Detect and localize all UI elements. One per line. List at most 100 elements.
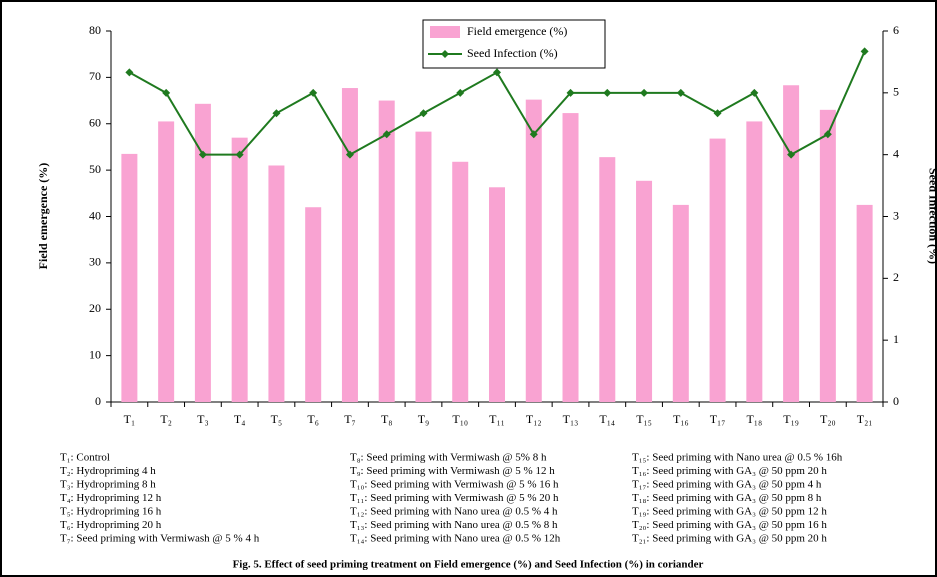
- caption: Fig. 5. Effect of seed priming treatment…: [233, 559, 704, 571]
- marker: [345, 150, 354, 159]
- x-tick-label: T₁: [124, 412, 136, 426]
- y2-tick-label: 5: [893, 85, 899, 99]
- bar: [746, 121, 763, 403]
- x-tick-label: T₁₄: [599, 412, 615, 426]
- note: T₄: Hydropriming 12 h: [60, 492, 162, 504]
- y2-tick-label: 6: [893, 23, 899, 37]
- marker: [640, 88, 649, 97]
- marker: [493, 68, 501, 77]
- note: T₁₃: Seed priming with Nano urea @ 0.5 %…: [350, 519, 558, 531]
- note: T₇: Seed priming with Vermiwash @ 5 % 4 …: [60, 533, 260, 545]
- x-tick-label: T₁₃: [563, 412, 579, 426]
- note: T₃: Hydropriming 8 h: [60, 479, 156, 491]
- note: T₂: Hydropriming 4 h: [60, 465, 156, 477]
- x-tick-label: T₁₅: [636, 412, 652, 426]
- y-tick-label: 70: [89, 69, 101, 83]
- x-tick-label: T₁₆: [673, 412, 689, 426]
- y-tick-label: 50: [89, 162, 101, 176]
- marker: [419, 109, 428, 118]
- bar: [121, 153, 138, 402]
- marker: [529, 130, 538, 139]
- marker: [787, 150, 796, 159]
- marker: [382, 130, 391, 139]
- marker: [125, 68, 134, 77]
- x-tick-label: T₆: [307, 412, 319, 426]
- x-tick-label: T₁₀: [452, 412, 468, 426]
- marker: [860, 47, 869, 56]
- bar: [305, 207, 322, 402]
- note: T₁₄: Seed priming with Nano urea @ 0.5 %…: [350, 533, 561, 545]
- note: T₆: Hydropriming 20 h: [60, 519, 162, 531]
- bar: [783, 85, 800, 402]
- bar: [599, 157, 616, 402]
- x-tick-label: T₁₈: [746, 412, 762, 426]
- marker: [823, 130, 832, 139]
- x-tick-label: T₂₁: [857, 412, 873, 426]
- x-tick-label: T₇: [344, 412, 356, 426]
- x-tick-label: T₉: [418, 412, 430, 426]
- y-axis-label: Field emergence (%): [36, 163, 50, 270]
- bar: [231, 137, 248, 402]
- x-tick-label: T₁₂: [526, 412, 542, 426]
- bar: [415, 131, 432, 403]
- x-tick-label: T₂: [160, 412, 172, 426]
- bar: [378, 100, 395, 402]
- x-tick-label: T₅: [271, 412, 283, 426]
- bar: [158, 121, 175, 403]
- legend-label: Field emergence (%): [467, 24, 567, 38]
- y-tick-label: 40: [89, 208, 101, 222]
- note: T₁₀: Seed priming with Vermiwash @ 5 % 1…: [350, 479, 559, 491]
- note: T₁₁: Seed priming with Vermiwash @ 5 % 2…: [350, 492, 559, 504]
- y2-axis-label: Seed Infection (%): [926, 168, 937, 264]
- y2-tick-label: 2: [893, 270, 899, 284]
- note: T₁₈: Seed priming with GA₃ @ 50 ppm 8 h: [632, 492, 822, 504]
- marker: [456, 88, 465, 97]
- bar: [672, 204, 689, 402]
- note: T₁₇: Seed priming with GA₃ @ 50 ppm 4 h: [632, 479, 822, 491]
- x-tick-label: T₄: [234, 412, 246, 426]
- x-tick-label: T₁₇: [710, 412, 726, 426]
- y-tick-label: 20: [89, 301, 101, 315]
- legend-label: Seed Infection (%): [467, 46, 558, 60]
- y-tick-label: 0: [95, 394, 101, 408]
- bar: [525, 99, 542, 402]
- marker: [566, 88, 575, 97]
- legend-swatch: [430, 26, 460, 38]
- note: T₁: Control: [60, 452, 110, 464]
- note: T₁₂: Seed priming with Nano urea @ 0.5 %…: [350, 506, 558, 518]
- y2-tick-label: 4: [893, 146, 899, 160]
- bar: [341, 88, 358, 402]
- note: T₈: Seed priming with Vermiwash @ 5% 8 h: [350, 452, 547, 464]
- bar: [268, 165, 285, 402]
- bar: [856, 204, 873, 402]
- y2-tick-label: 3: [893, 208, 899, 222]
- bar: [194, 103, 211, 402]
- y2-tick-label: 1: [893, 332, 899, 346]
- note: T₉: Seed priming with Vermiwash @ 5 % 12…: [350, 465, 555, 477]
- marker: [676, 88, 685, 97]
- bar: [562, 113, 579, 403]
- bar: [489, 187, 505, 402]
- note: T₂₁: Seed priming with GA₃ @ 50 ppm 20 h: [632, 533, 827, 545]
- x-tick-label: T₁₁: [489, 412, 505, 426]
- note: T₁₉: Seed priming with GA₃ @ 50 ppm 12 h: [632, 506, 827, 518]
- bar: [636, 180, 653, 402]
- marker: [235, 150, 244, 159]
- bar: [452, 161, 469, 402]
- y-tick-label: 10: [89, 347, 101, 361]
- y2-tick-label: 0: [893, 394, 899, 408]
- marker: [272, 109, 281, 118]
- x-tick-label: T₃: [197, 412, 209, 426]
- marker: [750, 88, 759, 97]
- marker: [198, 150, 207, 159]
- marker: [162, 88, 171, 97]
- note: T₁₆: Seed priming with GA₃ @ 50 ppm 20 h: [632, 465, 827, 477]
- y-tick-label: 30: [89, 255, 101, 269]
- y-tick-label: 60: [89, 116, 101, 130]
- x-tick-label: T₈: [381, 412, 393, 426]
- bar: [819, 109, 836, 403]
- note: T₁₅: Seed priming with Nano urea @ 0.5 %…: [632, 452, 843, 464]
